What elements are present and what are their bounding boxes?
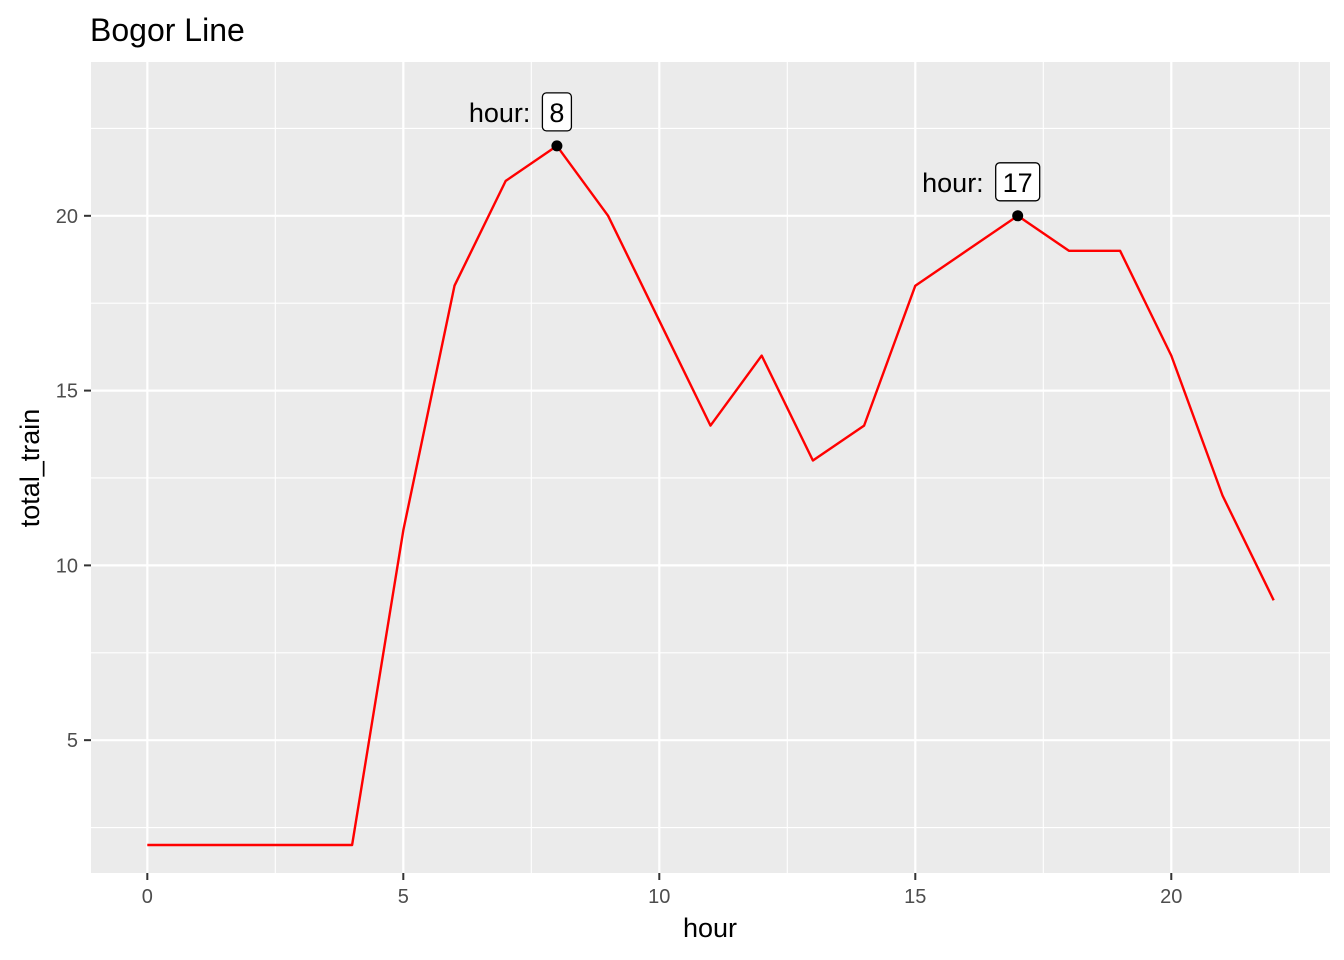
x-tick-label: 10 xyxy=(648,886,670,908)
peak-point xyxy=(1012,210,1024,222)
peak-annotations: 8 hour: 17 hour: xyxy=(469,92,1041,202)
peak-label-prefix: hour: xyxy=(922,168,984,198)
peak-label-box xyxy=(995,162,1041,202)
series-line xyxy=(147,144,1275,847)
peak-label-box xyxy=(541,92,573,132)
highlight-points xyxy=(551,140,1024,222)
peak-label-prefix: hour: xyxy=(469,98,531,128)
y-tick-label: 20 xyxy=(56,206,78,228)
plot-panel xyxy=(91,62,1330,873)
peak-label-value: 17 xyxy=(1003,168,1033,198)
x-tick-label: 0 xyxy=(142,886,153,908)
peak-point xyxy=(551,140,563,152)
x-axis-title: hour xyxy=(683,913,737,943)
y-tick-label: 10 xyxy=(56,555,78,577)
x-tick-label: 20 xyxy=(1160,886,1182,908)
y-axis: 5 10 15 20 xyxy=(56,206,91,752)
y-tick-label: 15 xyxy=(56,381,78,403)
chart-title: Bogor Line xyxy=(90,12,245,48)
y-tick-label: 5 xyxy=(67,730,78,752)
series-layer xyxy=(147,144,1275,847)
x-tick-label: 15 xyxy=(904,886,926,908)
y-axis-title: total_train xyxy=(15,409,45,528)
minor-gridlines xyxy=(91,62,1330,873)
x-tick-label: 5 xyxy=(398,886,409,908)
major-gridlines xyxy=(91,62,1330,873)
x-axis: 0 5 10 15 20 xyxy=(142,873,1182,908)
peak-label-value: 8 xyxy=(549,98,564,128)
